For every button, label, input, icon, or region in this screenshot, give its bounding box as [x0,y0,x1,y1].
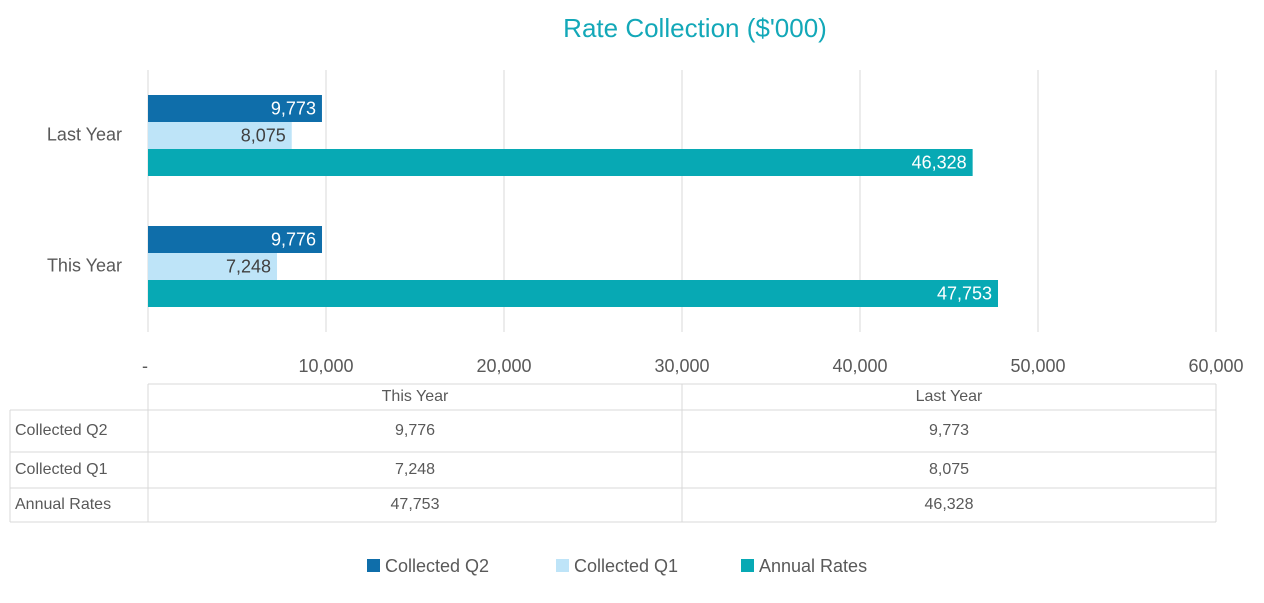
data-label: 46,328 [912,152,967,172]
table-row-header: Annual Rates [15,496,111,513]
table-row-header: Collected Q1 [15,461,108,478]
data-label: 47,753 [937,283,992,303]
bar [148,95,322,122]
bar [148,226,323,253]
table-cell: 9,773 [929,422,969,439]
x-tick-label: 60,000 [1188,356,1243,376]
table-cell: 7,248 [395,461,435,478]
x-tick-label: 20,000 [476,356,531,376]
x-tick-label: 50,000 [1010,356,1065,376]
bar [148,280,999,307]
table-row-header: Collected Q2 [15,422,108,439]
x-tick-label: 10,000 [298,356,353,376]
bar [148,149,973,176]
table-cell: 8,075 [929,461,969,478]
x-tick-label: 40,000 [832,356,887,376]
legend-swatch [367,559,380,572]
bar [148,253,278,280]
y-tick-label: Last Year [47,124,122,144]
data-label: 8,075 [241,125,286,145]
data-label: 7,248 [226,256,271,276]
table-cell: 46,328 [925,496,974,513]
table-cell: 9,776 [395,422,435,439]
legend-label: Annual Rates [759,556,867,576]
legend-swatch [741,559,754,572]
legend-label: Collected Q1 [574,556,678,576]
bar [148,122,292,149]
table-cell: 47,753 [391,496,440,513]
table-header: Last Year [916,388,983,405]
y-tick-label: This Year [47,255,122,275]
chart-title: Rate Collection ($'000) [563,13,827,43]
x-tick-label: - [142,356,148,376]
data-label: 9,773 [271,98,316,118]
data-label: 9,776 [271,229,316,249]
legend-label: Collected Q2 [385,556,489,576]
legend-swatch [556,559,569,572]
x-tick-label: 30,000 [654,356,709,376]
table-header: This Year [382,388,449,405]
